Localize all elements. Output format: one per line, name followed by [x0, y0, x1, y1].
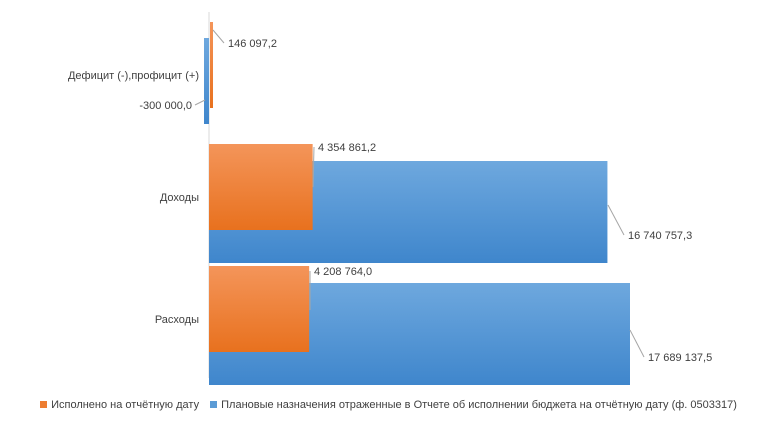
data-label-executed-1: 4 354 861,2 — [318, 142, 376, 154]
leader-line-planned-2 — [629, 329, 645, 358]
bar-executed-1 — [209, 144, 313, 230]
legend-label-executed: Исполнено на отчётную дату — [51, 399, 200, 411]
data-label-planned-2: 17 689 137,5 — [648, 352, 712, 364]
category-label-0: Дефицит (-),профицит (+) — [68, 70, 199, 82]
data-label-planned-0: -300 000,0 — [139, 100, 192, 112]
legend-item-planned: Плановые назначения отраженные в Отчете … — [210, 399, 737, 411]
data-label-executed-0: 146 097,2 — [228, 38, 277, 50]
leader-line-planned-0 — [194, 99, 206, 106]
leader-line-executed-0 — [212, 29, 225, 44]
bar-executed-0 — [210, 22, 213, 108]
bar-planned-0 — [204, 38, 209, 124]
legend-swatch-planned — [210, 400, 218, 408]
leader-line-planned-1 — [607, 204, 625, 236]
data-label-planned-1: 16 740 757,3 — [628, 230, 692, 242]
bar-chart: Дефицит (-),профицит (+) Доходы Расходы 146… — [68, 12, 712, 385]
data-label-executed-2: 4 208 764,0 — [314, 266, 372, 278]
legend-swatch-executed — [40, 400, 48, 408]
category-label-1: Доходы — [160, 192, 199, 204]
legend-item-executed: Исполнено на отчётную дату — [40, 399, 199, 411]
category-label-2: Расходы — [155, 314, 199, 326]
leader-line-executed-1 — [312, 146, 315, 188]
bar-executed-2 — [209, 266, 310, 352]
legend-label-planned: Плановые назначения отраженные в Отчете … — [221, 399, 737, 411]
legend: Исполнено на отчётную дату Плановые назн… — [0, 399, 777, 411]
